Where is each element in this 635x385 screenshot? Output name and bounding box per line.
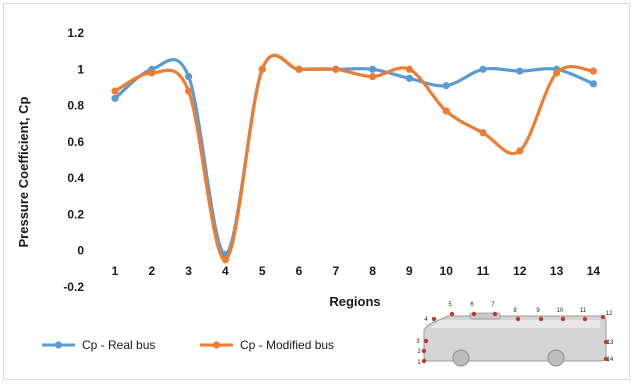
y-tick-label: 0.2 [67,207,84,221]
y-tick-label: 1 [77,62,84,76]
data-point [111,94,119,102]
y-tick-label: 0.4 [67,171,84,185]
series-line [113,53,595,262]
data-point [369,65,377,73]
data-point [479,65,487,73]
bus-region-marker [603,356,609,362]
data-point [516,67,524,75]
bus-region-label: 8 [513,308,517,314]
y-tick-label: -0.2 [63,280,84,294]
bus-region-label: 6 [470,302,474,308]
y-axis-ticks: -0.2 0 0.2 0.4 0.6 0.8 1 1.2 [63,26,84,294]
x-tick-label: 1 [112,264,119,278]
bus-region-marker [600,314,606,320]
bus-roof-highlight [430,320,600,328]
bus-region-label: 12 [606,311,613,317]
x-tick-label: 10 [440,264,454,278]
x-tick-label: 12 [513,264,527,278]
data-point [332,65,340,73]
x-axis-ticks: 1 2 3 4 5 6 7 8 9 10 11 12 13 14 [112,264,601,278]
data-point [369,72,377,81]
bus-rear-wheel [547,349,565,367]
bus-region-label: 4 [424,317,428,323]
bus-region-marker [421,358,427,364]
bus-roof-unit [469,312,501,320]
data-point [442,82,450,90]
data-point [516,147,524,155]
data-point [553,69,561,77]
y-tick-label: 1.2 [67,26,84,40]
x-axis-title: Regions [329,294,380,309]
data-point [221,256,229,264]
bus-region-label: 13 [607,340,614,346]
x-tick-label: 6 [296,264,303,278]
x-tick-label: 8 [369,264,376,278]
bus-region-marker [515,316,521,322]
y-axis-title: Pressure Coefficient, Cp [16,96,31,247]
bus-region-label: 11 [580,308,587,314]
bus-region-label: 1 [417,360,421,366]
bus-region-label: 5 [448,302,452,308]
series-modified-bus [111,53,598,264]
data-point [295,65,303,73]
bus-region-marker [492,311,498,317]
bus-region-marker [560,316,566,322]
bus-region-label: 3 [416,339,420,345]
x-tick-label: 13 [550,264,564,278]
bus-region-marker [423,338,429,344]
x-tick-label: 4 [222,264,229,278]
y-tick-label: 0.6 [67,135,84,149]
bus-region-label: 14 [607,357,614,363]
x-tick-label: 5 [259,264,266,278]
data-point [589,80,598,88]
data-point [185,72,193,81]
y-tick-label: 0 [77,244,84,258]
data-point [589,67,598,75]
data-point [405,65,413,73]
bus-region-marker [603,339,609,345]
bus-region-label: 7 [491,302,495,308]
series-real-bus [111,54,598,258]
bus-region-label: 10 [557,308,564,314]
data-point [258,65,266,73]
bus-region-marker [449,311,455,317]
bus-region-marker [471,311,477,317]
x-tick-label: 14 [587,264,601,278]
bus-front-wheel [452,349,470,367]
data-point [442,107,450,115]
bus-region-marker [421,348,427,354]
x-tick-label: 7 [332,264,339,278]
x-tick-label: 2 [148,264,155,278]
data-point [148,69,156,77]
bus-region-marker [431,316,437,322]
legend-swatch-marker [212,341,221,349]
y-axis-title-main: Pressure Coefficient, Cp [16,96,31,247]
x-tick-label: 3 [185,264,192,278]
bus-region-marker [538,316,544,322]
bus-region-marker [582,316,588,322]
legend-swatch-marker [54,341,63,349]
y-tick-label: 0.8 [67,99,84,113]
data-point [185,87,193,95]
x-tick-label: 9 [406,264,413,278]
data-point [479,129,487,137]
data-point [111,87,119,95]
bus-region-label: 9 [536,308,540,314]
legend-label: Cp - Real bus [82,338,155,352]
data-point [405,74,413,82]
legend: Cp - Real bus Cp - Modified bus [42,338,334,352]
x-tick-label: 11 [477,264,490,278]
bus-region-label: 2 [417,349,421,355]
legend-label: Cp - Modified bus [240,338,334,352]
series-layer [111,53,598,264]
